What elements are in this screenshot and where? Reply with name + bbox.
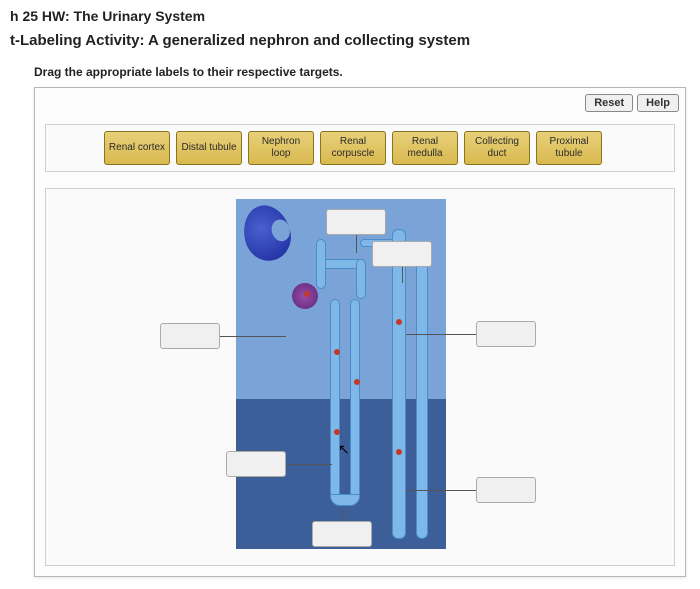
control-buttons: Reset Help: [585, 94, 679, 112]
label-proximal-tubule[interactable]: Proximal tubule: [536, 131, 602, 165]
collecting-duct-shape: [392, 229, 406, 539]
drop-target[interactable]: [476, 321, 536, 347]
leader-line: [356, 235, 357, 253]
label-renal-corpuscle[interactable]: Renal corpuscle: [320, 131, 386, 165]
drop-target[interactable]: [312, 521, 372, 547]
drop-target[interactable]: [160, 323, 220, 349]
marker-dot: [354, 379, 360, 385]
drop-target[interactable]: [226, 451, 286, 477]
leader-line: [220, 336, 286, 337]
loop-bottom: [330, 494, 360, 506]
activity-title: t-Labeling Activity: A generalized nephr…: [10, 32, 690, 49]
label-bank: Renal cortex Distal tubule Nephron loop …: [45, 124, 675, 172]
label-row: Renal cortex Distal tubule Nephron loop …: [54, 131, 666, 165]
marker-dot: [334, 429, 340, 435]
drop-target[interactable]: [476, 477, 536, 503]
cursor-icon: ↖: [338, 441, 350, 458]
leader-line: [406, 334, 476, 335]
marker-dot: [334, 349, 340, 355]
proximal-tubule-shape2: [356, 259, 366, 299]
label-renal-medulla[interactable]: Renal medulla: [392, 131, 458, 165]
activity-panel: Reset Help Renal cortex Distal tubule Ne…: [34, 87, 686, 577]
loop-descending: [330, 299, 340, 499]
marker-dot: [304, 291, 310, 297]
marker-dot: [396, 319, 402, 325]
drop-target[interactable]: [372, 241, 432, 267]
help-button[interactable]: Help: [637, 94, 679, 112]
leader-line: [286, 464, 332, 465]
homework-title: h 25 HW: The Urinary System: [10, 8, 690, 24]
collecting-duct-shape2: [416, 259, 428, 539]
instructions-text: Drag the appropriate labels to their res…: [34, 65, 690, 79]
leader-line: [342, 509, 343, 521]
distal-tubule-shape: [316, 239, 326, 289]
diagram-area: ↖: [45, 188, 675, 566]
marker-dot: [396, 449, 402, 455]
loop-ascending: [350, 299, 360, 499]
leader-line: [406, 490, 476, 491]
label-renal-cortex[interactable]: Renal cortex: [104, 131, 170, 165]
reset-button[interactable]: Reset: [585, 94, 633, 112]
leader-line: [402, 267, 403, 283]
label-nephron-loop[interactable]: Nephron loop: [248, 131, 314, 165]
label-collecting-duct[interactable]: Collecting duct: [464, 131, 530, 165]
page-root: h 25 HW: The Urinary System t-Labeling A…: [0, 0, 700, 589]
label-distal-tubule[interactable]: Distal tubule: [176, 131, 242, 165]
drop-target[interactable]: [326, 209, 386, 235]
